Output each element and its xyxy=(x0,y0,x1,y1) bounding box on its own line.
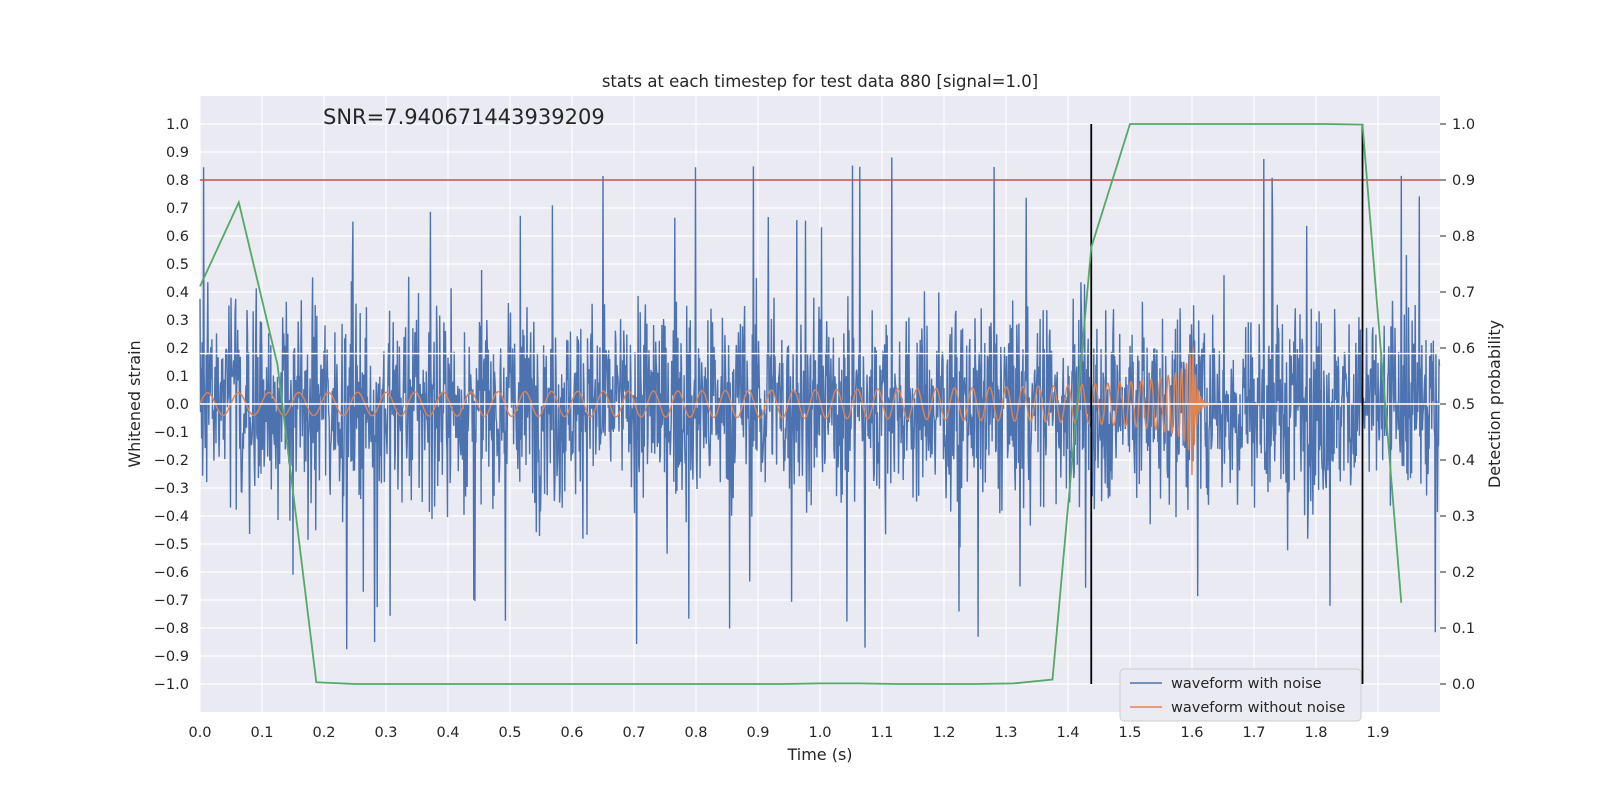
x-tick-label: 1.4 xyxy=(1056,725,1079,741)
x-tick-label: 0.6 xyxy=(560,725,583,741)
y2-tick-label: 0.0 xyxy=(1452,677,1475,693)
y-tick-label: −0.7 xyxy=(154,593,189,609)
y-tick-label: 1.0 xyxy=(166,117,189,133)
x-tick-label: 0.7 xyxy=(622,725,645,741)
detection-markers xyxy=(1090,124,1364,684)
x-tick-label: 0.2 xyxy=(312,725,335,741)
x-tick-label: 0.3 xyxy=(374,725,397,741)
y-tick-label: 0.7 xyxy=(166,201,189,217)
y2-tick-label: 0.3 xyxy=(1452,509,1475,525)
y2-tick-label: 0.1 xyxy=(1452,621,1475,637)
x-tick-label: 0.5 xyxy=(498,725,521,741)
series-waveform-with-noise xyxy=(199,157,1441,650)
y2-tick-label: 0.2 xyxy=(1452,565,1475,581)
y-tick-label: 0.0 xyxy=(166,397,189,413)
x-axis-label: Time (s) xyxy=(786,745,852,764)
x-tick-label: 1.6 xyxy=(1180,725,1203,741)
y-tick-label: 0.3 xyxy=(166,313,189,329)
y2-tick-label: 0.5 xyxy=(1452,397,1475,413)
y-tick-label: −0.1 xyxy=(154,425,189,441)
series-detection-probability xyxy=(199,123,1403,685)
x-tick-label: 0.9 xyxy=(746,725,769,741)
y-tick-label: −0.5 xyxy=(154,537,189,553)
y-tick-label: 0.6 xyxy=(166,229,189,245)
y2-tick-label: 0.9 xyxy=(1452,173,1475,189)
y-tick-label: −0.3 xyxy=(154,481,189,497)
y-tick-label: −0.6 xyxy=(154,565,189,581)
y-axis-label: Whitened strain xyxy=(125,340,144,467)
y-tick-label: 0.5 xyxy=(166,257,189,273)
legend-label-noise: waveform with noise xyxy=(1171,676,1322,692)
y2-tick-label: 0.7 xyxy=(1452,285,1475,301)
x-tick-label: 1.9 xyxy=(1366,725,1389,741)
y-tick-label: −0.8 xyxy=(154,621,189,637)
x-tick-label: 0.0 xyxy=(188,725,211,741)
y2-tick-label: 0.8 xyxy=(1452,229,1475,245)
y-tick-label: 0.2 xyxy=(166,341,189,357)
y-tick-labels: −1.0 −0.9 −0.8 −0.7 −0.6 −0.5 −0.4 −0.3 −0.2 −0.1… xyxy=(154,117,189,693)
legend: waveform with noise waveform without noi… xyxy=(1119,668,1362,722)
x-tick-label: 0.4 xyxy=(436,725,459,741)
y2-tick-labels: 0.0 0.1 0.2 0.3 0.4 0.5 0.6 0.7 0.8 0.9 1.0 xyxy=(1440,117,1475,693)
noise-waveform-line xyxy=(199,157,1441,650)
x-tick-label: 1.1 xyxy=(870,725,893,741)
y-tick-label: −0.4 xyxy=(154,509,189,525)
x-tick-label: 1.7 xyxy=(1242,725,1265,741)
chart-title: stats at each timestep for test data 880… xyxy=(602,72,1038,91)
y-tick-label: 0.9 xyxy=(166,145,189,161)
y-tick-label: 0.8 xyxy=(166,173,189,189)
y2-tick-label: 1.0 xyxy=(1452,117,1475,133)
legend-box xyxy=(1119,668,1362,722)
y-tick-label: 0.1 xyxy=(166,369,189,385)
x-tick-labels: 0.0 0.1 0.2 0.3 0.4 0.5 0.6 0.7 0.8 0.9 1.0 1.1 1.2 1… xyxy=(188,725,1389,741)
y-tick-label: −0.2 xyxy=(154,453,189,469)
detection-probability-line xyxy=(199,123,1403,685)
x-tick-label: 1.3 xyxy=(994,725,1017,741)
x-tick-label: 0.1 xyxy=(250,725,273,741)
snr-annotation: SNR=7.940671443939209 xyxy=(323,105,605,129)
x-tick-label: 1.0 xyxy=(808,725,831,741)
y-tick-label: 0.4 xyxy=(166,285,189,301)
x-tick-label: 1.5 xyxy=(1118,725,1141,741)
y2-tick-label: 0.4 xyxy=(1452,453,1475,469)
threshold-lines xyxy=(200,179,1440,405)
y2-tick-label: 0.6 xyxy=(1452,341,1475,357)
y-tick-label: −0.9 xyxy=(154,649,189,665)
legend-label-chirp: waveform without noise xyxy=(1171,700,1345,716)
x-tick-label: 1.2 xyxy=(932,725,955,741)
x-tick-label: 0.8 xyxy=(684,725,707,741)
x-tick-label: 1.8 xyxy=(1304,725,1327,741)
y-tick-label: −1.0 xyxy=(154,677,189,693)
y2-axis-label: Detection probability xyxy=(1485,320,1504,488)
